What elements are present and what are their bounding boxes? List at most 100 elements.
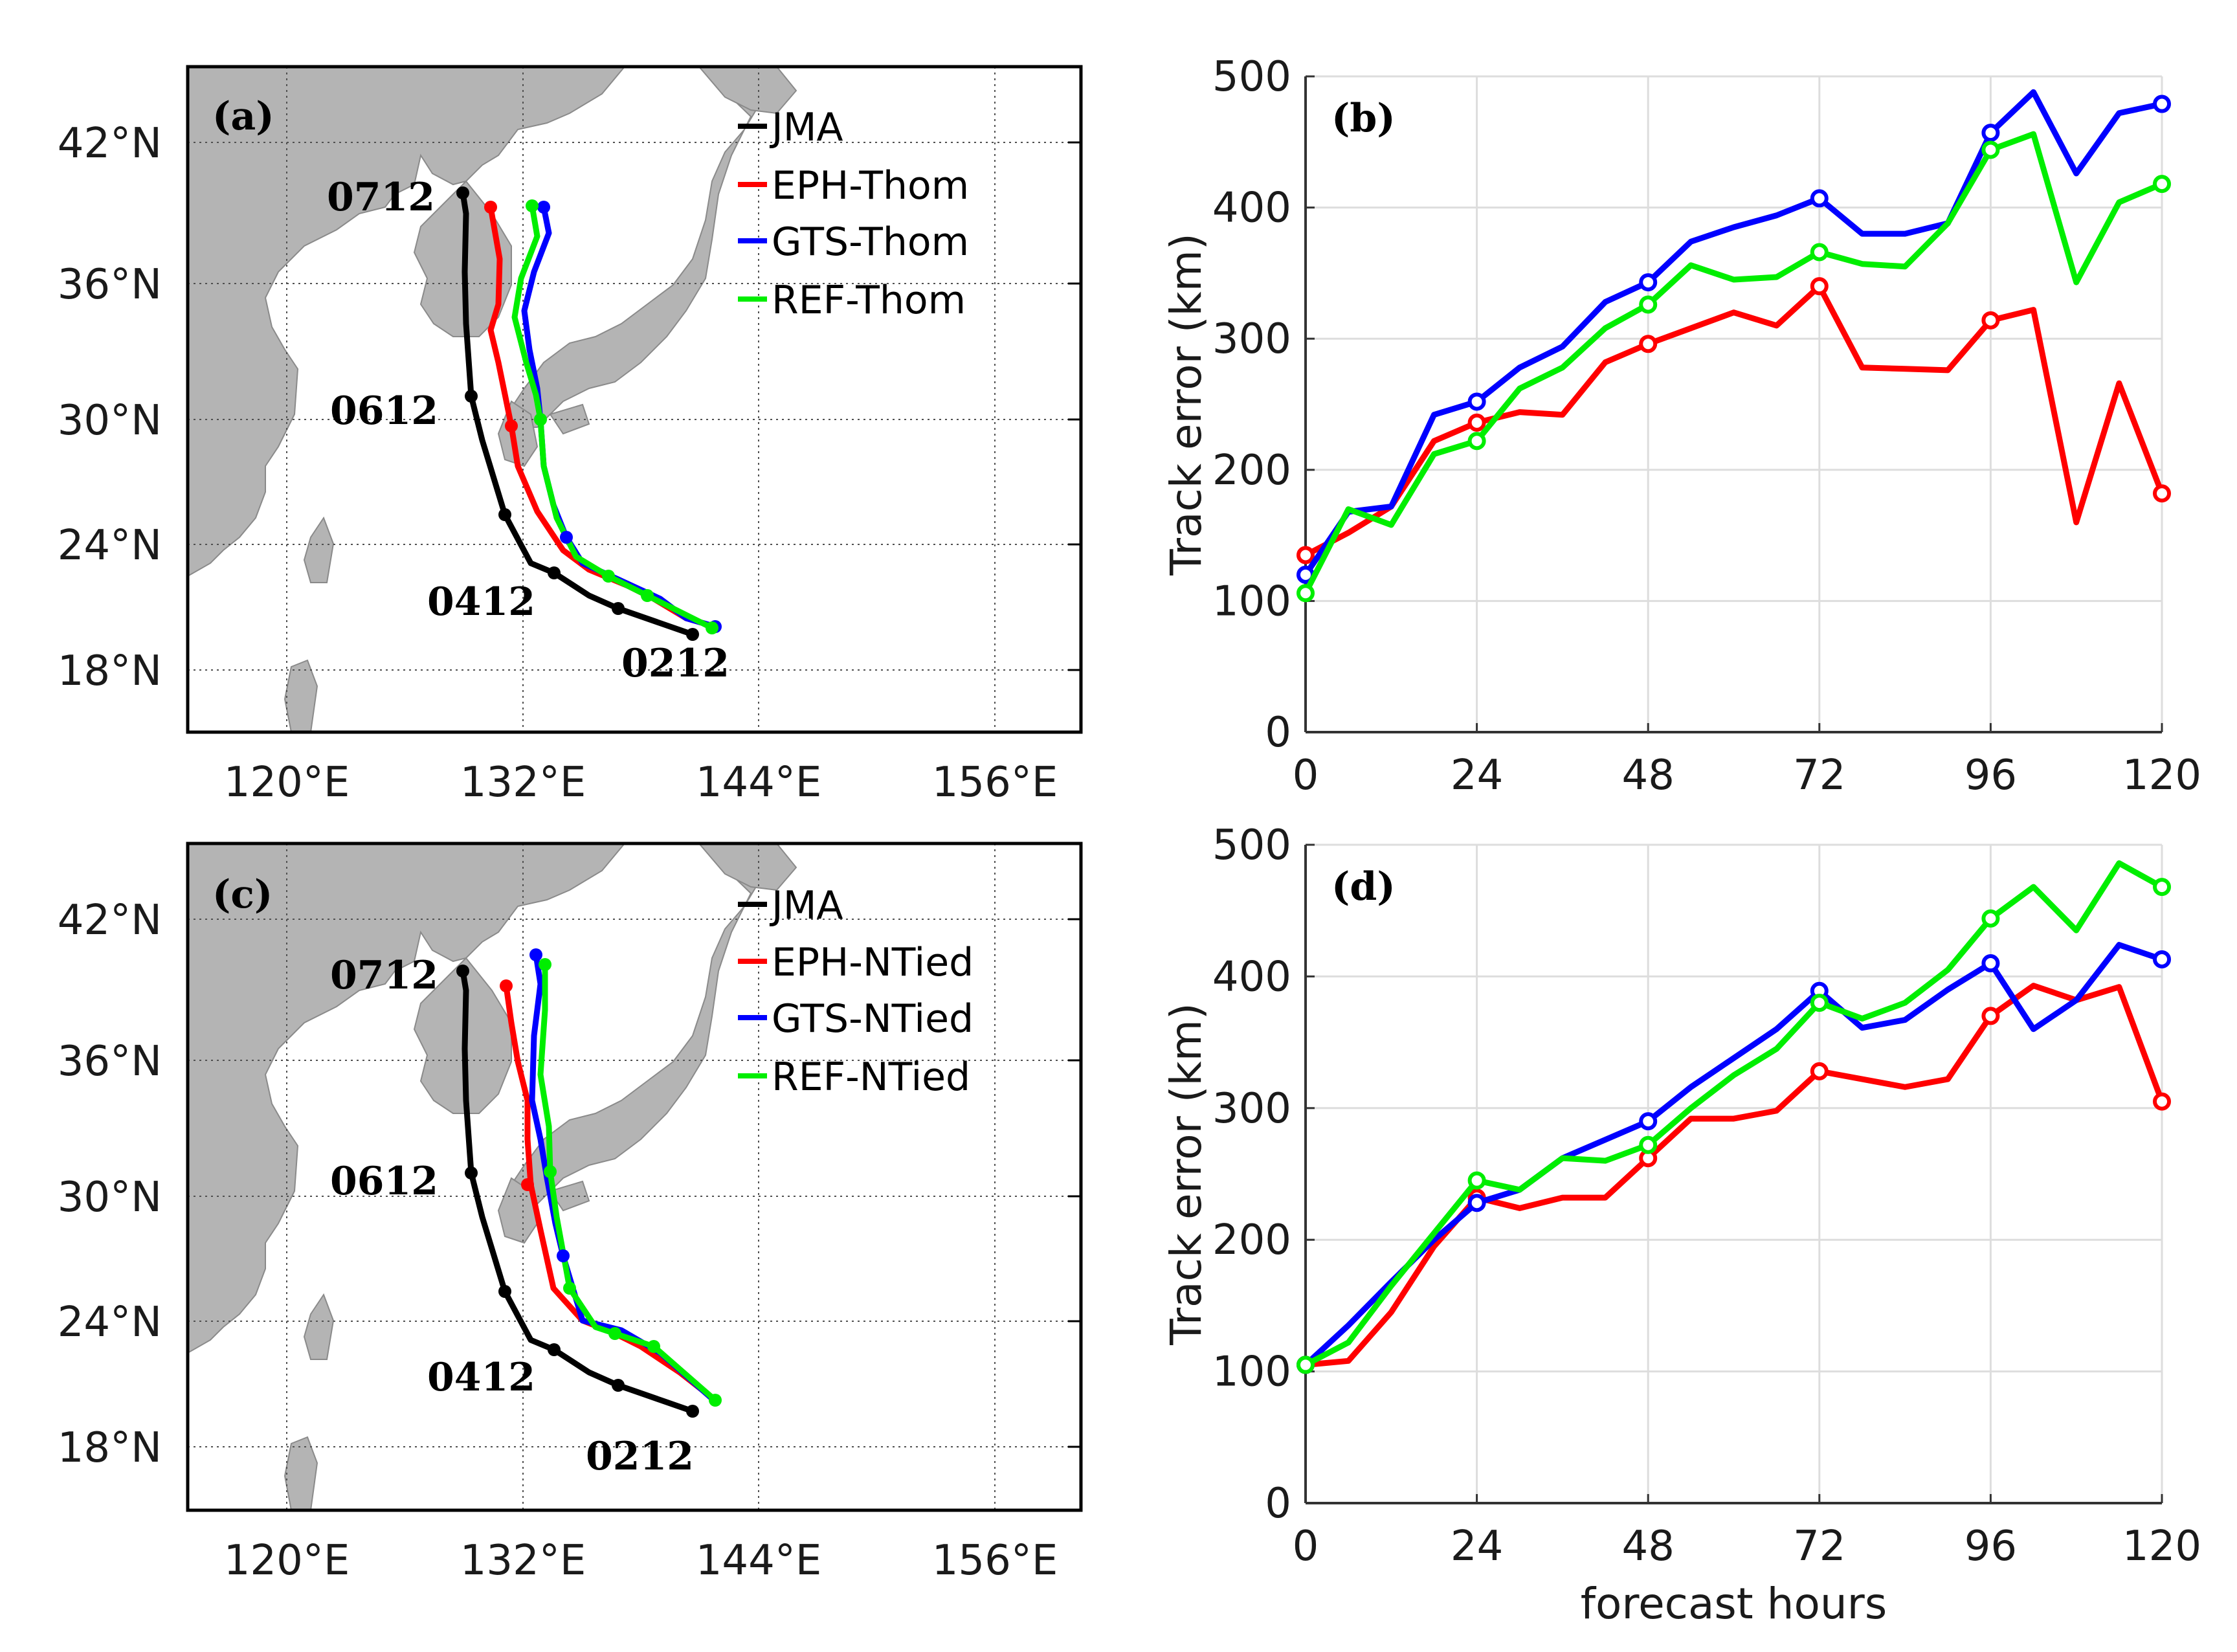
y-tick-label: 200 [1212, 1216, 1291, 1264]
data-point-ref [1981, 140, 2000, 159]
x-axis-label: forecast hours [1581, 1579, 1887, 1629]
lat-tick: 42°N [58, 897, 162, 944]
y-tick-label: 500 [1212, 53, 1291, 101]
map-legend-c: JMA EPH-NTied GTS-NTied REF-NTied [738, 883, 974, 1100]
x-tick-label: 0 [1293, 1523, 1319, 1570]
lon-tick: 132°E [460, 1537, 586, 1585]
track-jma [460, 190, 696, 638]
data-point-ref [1810, 994, 1829, 1012]
y-axis-label: Track error (km) [1161, 233, 1211, 575]
lon-tick: 156°E [932, 1537, 1058, 1585]
lon-tick: 156°E [932, 759, 1058, 807]
y-axis-label: Track error (km) [1161, 1003, 1211, 1345]
track-gts [529, 952, 718, 1405]
x-tick-label: 72 [1793, 752, 1845, 799]
data-point-gts [1981, 124, 2000, 142]
y-tick-label: 100 [1212, 1348, 1291, 1396]
y-tick-label: 300 [1212, 315, 1291, 363]
x-tick-label: 120 [2122, 1523, 2201, 1570]
y-tick-label: 100 [1212, 577, 1291, 625]
lat-tick: 42°N [58, 120, 162, 168]
lat-tick: 36°N [58, 1038, 162, 1086]
panel-label: (d) [1331, 864, 1396, 910]
data-point-ref [2153, 878, 2171, 897]
x-tick-label: 24 [1451, 1523, 1503, 1570]
x-tick-label: 24 [1451, 752, 1503, 799]
lat-tick: 30°N [58, 1174, 162, 1222]
y-tick-label: 0 [1265, 709, 1291, 757]
map-grid [188, 843, 1081, 1510]
data-point-gts [2153, 95, 2171, 113]
data-point-gts [1639, 1112, 1658, 1131]
data-point-eph [1297, 546, 1315, 564]
y-tick-label: 400 [1212, 953, 1291, 1001]
track-markers [456, 948, 722, 1418]
x-tick-label: 0 [1293, 752, 1319, 799]
data-point-gts [1810, 189, 1829, 208]
panel-label-c: (c) [212, 872, 273, 917]
data-point-gts [2153, 950, 2171, 968]
plot-area [1306, 76, 2162, 732]
data-point-ref [1467, 1171, 1486, 1190]
y-tick-label: 300 [1212, 1085, 1291, 1133]
data-point-ref [1810, 243, 1829, 262]
track-jma [460, 968, 696, 1414]
series-line-ref [1302, 131, 2163, 595]
map-grid [188, 67, 1081, 732]
data-point-eph [1810, 277, 1829, 296]
y-tick-label: 400 [1212, 184, 1291, 232]
x-tick-label: 120 [2122, 752, 2201, 799]
data-point-gts [1639, 273, 1658, 292]
data-point-ref [1297, 1356, 1315, 1374]
lon-tick: 144°E [696, 1537, 822, 1585]
data-point-ref [1639, 295, 1658, 314]
data-point-ref [1467, 432, 1486, 451]
data-point-eph [1467, 413, 1486, 432]
x-tick-label: 96 [1964, 1523, 2017, 1570]
track-label-0412: 0412 [427, 1355, 535, 1400]
map-legend-a: JMA EPH-Thom GTS-Thom REF-Thom [738, 105, 969, 323]
panel-label-a: (a) [212, 94, 274, 139]
track-label-0712: 0712 [327, 175, 435, 220]
data-point-eph [2153, 1092, 2171, 1111]
lat-tick: 18°N [58, 1424, 162, 1472]
plot-area [1306, 845, 2162, 1503]
legend-jma: JMA [769, 883, 843, 928]
track-label-0212: 0212 [586, 1434, 694, 1479]
track-ref [511, 203, 715, 631]
track-eph [503, 983, 718, 1403]
data-point-ref [1981, 909, 2000, 928]
data-point-eph [1981, 1007, 2000, 1025]
lat-tick: 36°N [58, 261, 162, 309]
data-point-eph [1981, 311, 2000, 329]
lat-tick: 18°N [58, 647, 162, 695]
lon-tick: 132°E [460, 759, 586, 807]
track-label-0612: 0612 [330, 1159, 438, 1204]
panel-label: (b) [1331, 96, 1396, 141]
y-tick-label: 0 [1265, 1480, 1291, 1528]
map-panel-c: (c) 0712 0612 0412 0212 JMA EPH-NTied GT… [58, 842, 1083, 1585]
map-panel-a: (a) 0712 0612 0412 0212 JMA EPH-Thom GTS… [58, 65, 1083, 807]
data-point-ref [2153, 175, 2171, 194]
x-tick-label: 72 [1793, 1523, 1845, 1570]
series-line-ref [1304, 860, 2164, 1368]
line-chart-d: 0 24 48 72 96 120 0 100 200 300 400 500 Track error … [1161, 821, 2201, 1629]
data-point-gts [1981, 954, 2000, 973]
lon-tick: 120°E [224, 759, 350, 807]
legend-eph: EPH-Thom [772, 163, 969, 208]
legend-gts: GTS-NTied [772, 996, 974, 1042]
y-tick-label: 500 [1212, 821, 1291, 869]
legend-ref: REF-NTied [772, 1055, 970, 1100]
data-point-gts [1467, 392, 1486, 411]
x-tick-label: 96 [1964, 752, 2017, 799]
y-tick-label: 200 [1212, 447, 1291, 495]
data-point-ref [1639, 1135, 1658, 1154]
track-markers [456, 186, 722, 641]
series-line-gts [1303, 89, 2163, 577]
x-tick-label: 48 [1621, 1523, 1674, 1570]
legend-jma: JMA [769, 105, 843, 150]
lon-tick: 120°E [224, 1537, 350, 1585]
legend-gts: GTS-Thom [772, 219, 969, 265]
legend-ref: REF-Thom [772, 278, 966, 323]
